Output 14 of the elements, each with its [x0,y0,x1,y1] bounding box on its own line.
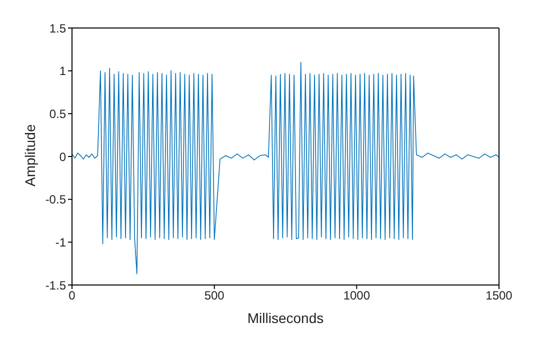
x-tick-label: 500 [204,288,225,303]
y-tick-label: 1 [59,64,66,78]
y-tick-label: -1.5 [45,278,66,292]
y-tick-label: 0.5 [49,106,66,121]
line-series [72,62,499,274]
x-tick-label: 0 [68,288,76,303]
x-axis-title: Milliseconds [247,310,324,326]
x-tick-label: 1000 [343,288,370,303]
x-tick-label: 1500 [486,288,513,303]
y-tick-label: -1 [55,235,66,250]
y-tick-label: -0.5 [45,192,66,207]
y-tick-label: 1.5 [49,21,66,36]
y-axis-title: Amplitude [22,124,38,186]
y-tick-label: 0 [59,150,66,164]
